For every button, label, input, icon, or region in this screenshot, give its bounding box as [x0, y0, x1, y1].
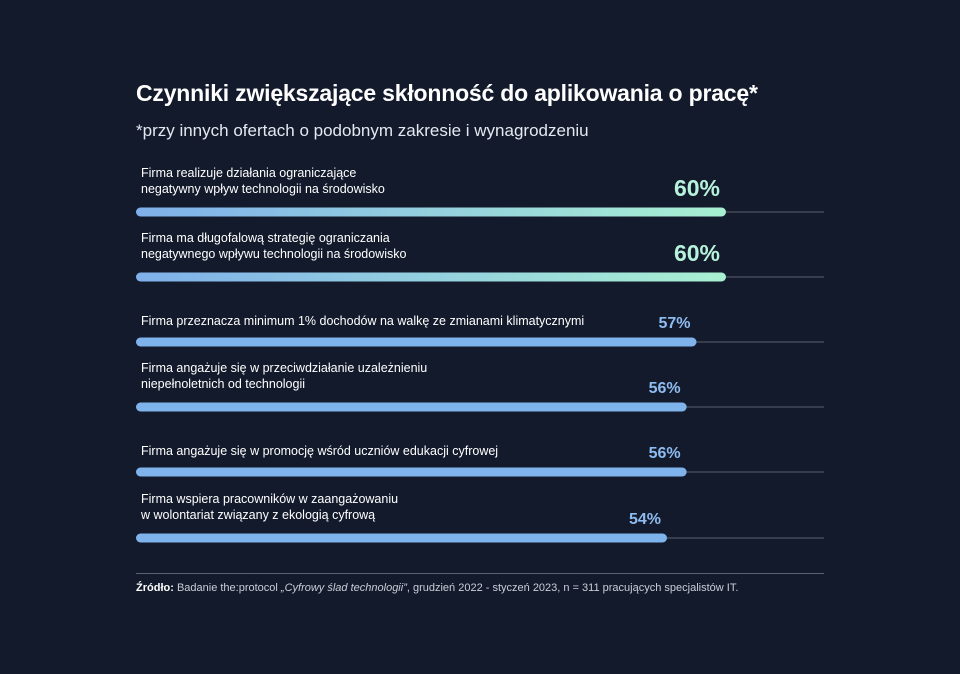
- bar: [136, 402, 687, 412]
- bar-value-label: 57%: [658, 315, 690, 332]
- chart-subtitle: *przy innych ofertach o podobnym zakresi…: [136, 121, 589, 140]
- bar-value-label: 56%: [649, 380, 681, 397]
- bar: [136, 337, 697, 347]
- bar-value-label: 60%: [674, 175, 720, 201]
- bars-group: Firma realizuje działania ograniczające n…: [136, 166, 824, 543]
- source-note: Źródło: Badanie the:protocol „Cyfrowy śl…: [136, 582, 738, 594]
- source-prefix: Źródło:: [136, 582, 174, 594]
- source-text-before: Badanie the:protocol: [173, 582, 281, 594]
- bar-category-label: Firma realizuje działania ograniczające n…: [141, 166, 385, 196]
- bar: [136, 207, 726, 217]
- bar-category-label: Firma angażuje się w promocję wśród uczn…: [141, 444, 498, 458]
- chart-title: Czynniki zwiększające skłonność do aplik…: [136, 80, 758, 106]
- bar-category-label: Firma angażuje się w przeciwdziałanie uz…: [141, 361, 427, 391]
- bar-category-label: Firma ma długofalową strategię ogranicza…: [141, 231, 406, 261]
- bar: [136, 272, 726, 282]
- bar-value-label: 60%: [674, 240, 720, 266]
- bar-category-label: Firma przeznacza minimum 1% dochodów na …: [141, 314, 584, 328]
- source-text-after: , grudzień 2022 - styczeń 2023, n = 311 …: [406, 582, 739, 594]
- bar-value-label: 54%: [629, 511, 661, 528]
- bar-value-label: 56%: [649, 445, 681, 462]
- source-divider: [136, 573, 824, 574]
- source-study-name: „Cyfrowy ślad technologii”: [280, 582, 407, 594]
- bar: [136, 467, 687, 477]
- bar: [136, 533, 667, 543]
- bar-category-label: Firma wspiera pracowników w zaangażowani…: [140, 492, 398, 522]
